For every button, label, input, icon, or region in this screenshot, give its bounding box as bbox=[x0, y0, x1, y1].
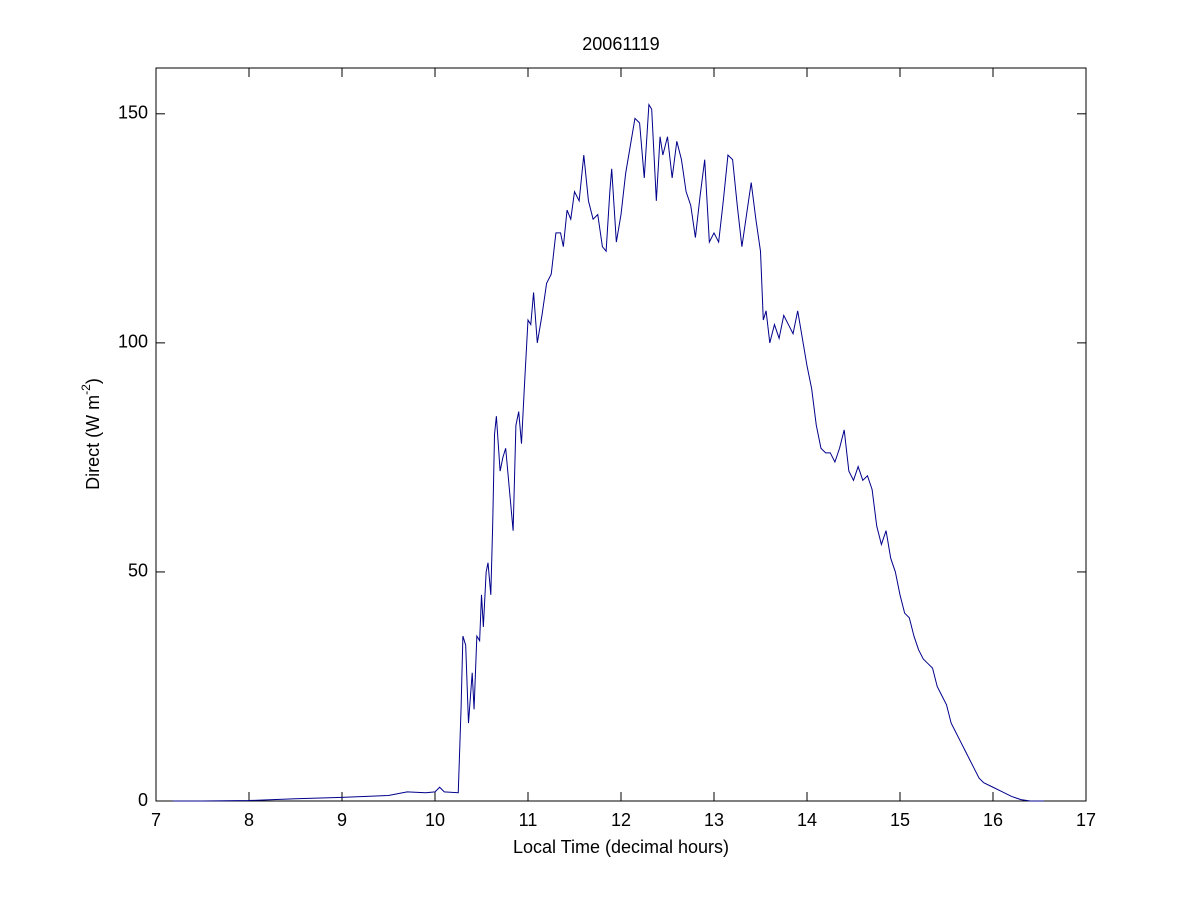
x-tick-label: 13 bbox=[704, 810, 724, 830]
y-tick-label: 100 bbox=[118, 332, 148, 352]
chart-title: 20061119 bbox=[582, 34, 659, 54]
y-axis-label-superscript: -2 bbox=[79, 384, 93, 395]
x-tick-label: 17 bbox=[1076, 810, 1096, 830]
y-axis-label: Direct (W m-2) bbox=[79, 378, 103, 490]
x-tick-label: 12 bbox=[611, 810, 631, 830]
data-line bbox=[172, 103, 1045, 802]
x-tick-label: 15 bbox=[890, 810, 910, 830]
x-tick-label: 11 bbox=[519, 810, 538, 830]
y-axis-label-text: Direct (W m bbox=[83, 395, 103, 490]
x-tick-label: 16 bbox=[983, 810, 1003, 830]
y-tick-label: 150 bbox=[118, 103, 148, 123]
x-tick-label: 10 bbox=[425, 810, 445, 830]
y-axis-label-suffix: ) bbox=[83, 378, 103, 384]
x-tick-label: 7 bbox=[151, 810, 161, 830]
x-axis-label: Local Time (decimal hours) bbox=[513, 837, 729, 857]
y-tick-label: 50 bbox=[128, 561, 148, 581]
x-tick-label: 8 bbox=[244, 810, 254, 830]
y-tick-label: 0 bbox=[138, 790, 148, 810]
x-tick-label: 14 bbox=[797, 810, 817, 830]
x-tick-label: 9 bbox=[337, 810, 347, 830]
